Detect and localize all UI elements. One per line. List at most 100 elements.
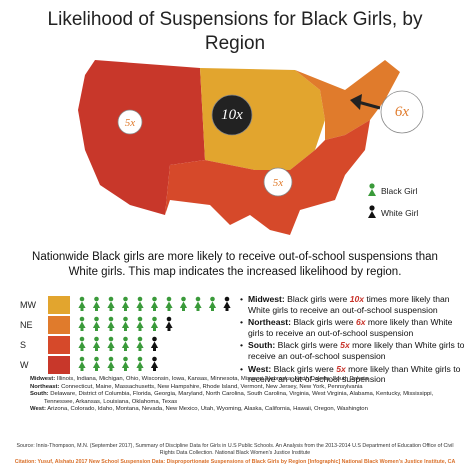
icon-body <box>92 341 101 348</box>
definitions: Midwest: Illinois, Indiana, Michigan, Oh… <box>30 376 460 414</box>
icon-head <box>108 296 114 302</box>
person-icon <box>78 336 86 351</box>
icon-body <box>92 361 101 368</box>
icon-legs <box>182 308 185 311</box>
person-icon <box>107 356 115 371</box>
icon-legs <box>211 308 214 311</box>
icon-head <box>369 205 375 211</box>
icon-legs <box>80 368 84 371</box>
icon-legs <box>80 328 84 331</box>
person-icon <box>194 296 202 311</box>
icon-legs <box>80 348 84 351</box>
icon-body <box>150 361 159 368</box>
icon-body <box>121 341 130 348</box>
legend-label: Black Girl <box>381 186 417 196</box>
map-bubble <box>380 90 424 134</box>
icon-legs <box>80 308 84 311</box>
icon-legs <box>138 368 142 371</box>
icon-head <box>152 356 157 362</box>
icon-head <box>137 356 143 362</box>
definition-states: Illinois, Indiana, Michigan, Ohio, Wisco… <box>56 376 369 382</box>
icon-body <box>208 301 217 308</box>
icon-legs <box>138 308 142 311</box>
icon-head <box>94 336 99 342</box>
icon-legs <box>109 308 113 311</box>
icon-body <box>136 301 144 308</box>
map-bubble-label: 5x <box>125 117 136 129</box>
icon-body <box>107 321 115 328</box>
person-icon <box>78 356 86 371</box>
person-icon <box>165 296 173 311</box>
icon-legs <box>225 308 229 311</box>
person-icon <box>136 316 144 331</box>
icon-body <box>107 361 115 368</box>
icon-legs <box>124 348 127 351</box>
map-bubble <box>117 109 143 135</box>
icon-body <box>121 321 130 328</box>
icon-legs <box>124 308 127 311</box>
icon-head <box>108 336 114 342</box>
definition: Northeast: Connecticut, Maine, Massachus… <box>30 384 460 392</box>
definition-region: Midwest: <box>30 376 56 382</box>
person-icon <box>92 296 101 311</box>
icon-legs <box>95 368 98 371</box>
bullet-region: West: <box>248 363 272 374</box>
icon-body <box>194 301 202 308</box>
icon-head <box>79 296 85 302</box>
icon-legs <box>153 368 156 371</box>
icon-body <box>136 321 144 328</box>
citation: Citation: Yusuf, Alshatu 2017 New School… <box>14 459 456 465</box>
icon-legs <box>167 308 171 311</box>
icon-body <box>368 211 376 218</box>
person-icon <box>208 296 217 311</box>
arrow <box>357 100 381 110</box>
bullet-emph: 5x <box>340 340 350 351</box>
icon-head <box>137 336 143 342</box>
icon-head <box>224 296 230 302</box>
map-bubble-label: 5x <box>273 177 284 189</box>
icon-head <box>152 296 157 302</box>
intro: Nationwide Black girls are more likely t… <box>32 251 438 278</box>
person-icon <box>136 336 144 351</box>
title: Likelihood of Suspensions for Black Girl… <box>47 9 423 54</box>
icon-body <box>136 341 144 348</box>
icon-head <box>79 356 85 362</box>
icon-legs <box>95 348 98 351</box>
person-icon <box>92 336 101 351</box>
definition-region: Northeast: <box>30 383 60 390</box>
icon-head <box>108 356 114 362</box>
icon-head <box>181 296 186 302</box>
row-swatch <box>48 356 70 374</box>
definition-region: South: <box>30 391 49 398</box>
bullet-region: South: <box>248 340 276 351</box>
definition: South: Delaware, District of Columbia, F… <box>30 391 460 406</box>
person-icon <box>121 336 130 351</box>
icon-body <box>150 301 159 308</box>
bullet: West: Black girls were 5x more likely th… <box>240 364 466 385</box>
icon-head <box>137 296 143 302</box>
person-icon <box>179 296 188 311</box>
icon-head <box>79 336 85 342</box>
icon-legs <box>124 328 127 331</box>
bullet-text: more likely than White girls to receive … <box>248 340 465 361</box>
row-swatch <box>48 296 70 314</box>
person-icon <box>165 316 173 331</box>
person-icon <box>78 316 86 331</box>
icon-head <box>152 316 157 322</box>
person-icon <box>150 336 159 351</box>
bullet-emph: 5x <box>336 363 346 374</box>
icon-head <box>195 296 201 302</box>
icon-legs <box>196 308 200 311</box>
person-icon <box>150 296 159 311</box>
person-icon <box>92 316 101 331</box>
person-icon <box>150 356 159 371</box>
person-icon <box>121 316 130 331</box>
icon-head <box>137 316 143 322</box>
person-icon <box>121 296 130 311</box>
bullet-text: Black girls were <box>293 317 356 328</box>
bullet-text: Black girls were <box>277 340 341 351</box>
icon-legs <box>153 348 156 351</box>
person-icon <box>107 336 115 351</box>
